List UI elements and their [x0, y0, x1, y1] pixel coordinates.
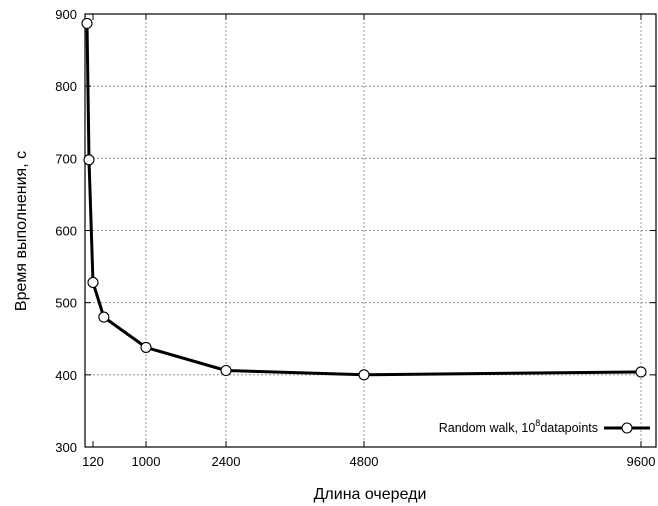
data-point: [81, 17, 93, 29]
legend-label-superscript: 8: [535, 418, 540, 428]
x-tick-label: 4800: [350, 454, 379, 469]
data-point: [83, 154, 95, 166]
x-tick-label: 1000: [132, 454, 161, 469]
data-point: [98, 311, 110, 323]
legend-marker-sample: [621, 422, 633, 434]
y-tick-label: 400: [55, 368, 77, 383]
series-line: [85, 23, 642, 377]
legend-label-main: Random walk, 10: [439, 421, 536, 435]
y-axis-title: Время выполнения, с: [13, 151, 30, 311]
legend-label-tail: datapoints: [540, 421, 598, 435]
legend-label: Random walk, 108datapoints: [439, 418, 598, 435]
x-tick-label: 120: [82, 454, 104, 469]
y-tick-label: 700: [55, 151, 77, 166]
x-tick-label: 9600: [627, 454, 656, 469]
data-point: [358, 369, 370, 381]
y-tick-label: 300: [55, 440, 77, 455]
grid: [85, 14, 656, 447]
y-tick-label: 800: [55, 79, 77, 94]
data-point: [87, 276, 99, 289]
x-axis-title: Длина очереди: [314, 486, 427, 503]
data-point: [220, 364, 232, 377]
data-point: [140, 341, 152, 353]
data-point: [635, 366, 647, 378]
axis-ticks: 300 400 500 600 700 800 900 120 1000 2400 4800 9600: [55, 7, 656, 469]
y-tick-label: 600: [55, 224, 77, 239]
series-random-walk: [81, 17, 647, 381]
legend: Random walk, 108datapoints: [439, 418, 650, 435]
y-tick-label: 500: [55, 296, 77, 311]
y-tick-label: 900: [55, 7, 77, 22]
x-tick-label: 2400: [212, 454, 241, 469]
